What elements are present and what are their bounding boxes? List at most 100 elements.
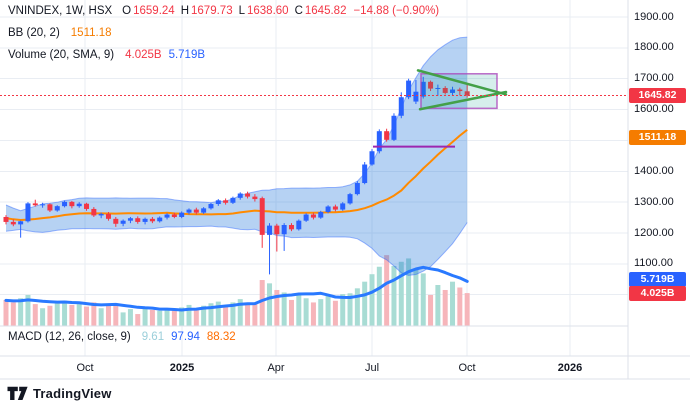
candle-body bbox=[135, 218, 141, 222]
volume-bar bbox=[428, 294, 434, 327]
volume-bar bbox=[369, 274, 375, 327]
volume-bar bbox=[464, 293, 470, 327]
bollinger-band-fill bbox=[6, 37, 468, 276]
time-axis-label: Jul bbox=[364, 362, 380, 374]
volume-bar bbox=[435, 285, 441, 327]
volume-bar bbox=[442, 289, 448, 327]
volume-sma-value: 5.719B bbox=[168, 49, 206, 61]
candle-body bbox=[420, 81, 426, 97]
volume-bar bbox=[332, 300, 338, 327]
volume-bar bbox=[325, 295, 331, 327]
volume-bar bbox=[62, 300, 68, 327]
candle-body bbox=[391, 115, 397, 140]
volume-bar bbox=[413, 268, 419, 327]
candle-body bbox=[105, 213, 111, 219]
volume-bar bbox=[450, 281, 456, 327]
bb-value: 1511.18 bbox=[70, 27, 112, 39]
volume-bar bbox=[25, 294, 31, 327]
volume-bar bbox=[310, 302, 316, 327]
volume-bar bbox=[223, 304, 229, 327]
candle-body bbox=[157, 217, 163, 222]
volume-bar bbox=[347, 293, 353, 327]
tradingview-mark-icon bbox=[7, 386, 28, 400]
rectangle-drawing[interactable] bbox=[420, 73, 498, 110]
candle-body bbox=[215, 200, 221, 205]
symbol-title: VNINDEX, 1W, HSX bbox=[8, 5, 113, 17]
volume-indicator-legend[interactable]: Volume (20, SMA, 9) 4.025B 5.719B bbox=[8, 48, 205, 63]
candle-body bbox=[354, 183, 360, 195]
candle-body bbox=[413, 91, 419, 102]
candle-body bbox=[303, 214, 309, 221]
volume-bar bbox=[281, 292, 287, 327]
volume-bar bbox=[179, 307, 185, 327]
volume-value: 4.025B bbox=[125, 49, 162, 61]
candle-body bbox=[310, 214, 316, 218]
change-value: −14.88 (−0.90%) bbox=[353, 5, 440, 17]
candle-body bbox=[3, 216, 9, 222]
candle-body bbox=[325, 206, 331, 213]
candle-body bbox=[376, 131, 382, 152]
macd-line-value: 97.94 bbox=[171, 331, 200, 343]
volume-badge: 4.025B bbox=[629, 285, 686, 301]
volume-bar bbox=[362, 281, 368, 327]
candle-body bbox=[25, 203, 31, 222]
volume-bar bbox=[113, 303, 119, 327]
volume-bar bbox=[76, 304, 82, 327]
volume-bar bbox=[230, 302, 236, 327]
volume-bar bbox=[84, 306, 90, 327]
bb-indicator-legend[interactable]: BB (20, 2) 1511.18 bbox=[8, 26, 112, 41]
candle-body bbox=[18, 221, 24, 225]
volume-bar bbox=[267, 283, 273, 327]
candle-body bbox=[10, 221, 16, 225]
volume-bar bbox=[245, 303, 251, 327]
volume-bar bbox=[69, 304, 75, 327]
candle-body bbox=[362, 164, 368, 184]
trendline-lower[interactable] bbox=[418, 90, 508, 111]
volume-bar bbox=[127, 309, 133, 327]
main-series-legend[interactable]: VNINDEX, 1W, HSX O 1659.24 H 1679.73 L 1638.60… bbox=[8, 4, 439, 19]
time-axis-label: 2025 bbox=[169, 362, 195, 374]
volume-bar bbox=[40, 308, 46, 327]
volume-label: Volume (20, SMA, 9) bbox=[8, 49, 115, 61]
candle-body bbox=[230, 197, 236, 203]
candle-body bbox=[369, 151, 375, 165]
candle-body bbox=[252, 196, 258, 200]
volume-bar bbox=[398, 261, 404, 327]
candle-body bbox=[69, 201, 75, 207]
candle-body bbox=[40, 204, 46, 206]
candle-body bbox=[245, 193, 251, 197]
macd-hist-value: 9.61 bbox=[141, 331, 165, 343]
candle-body bbox=[171, 214, 177, 217]
time-axis-label: Apr bbox=[267, 362, 285, 374]
volume-bar bbox=[296, 294, 302, 327]
volume-bar bbox=[105, 305, 111, 327]
candle-body bbox=[450, 89, 456, 93]
volume-bar bbox=[98, 308, 104, 327]
volume-bar bbox=[186, 304, 192, 327]
candle-body bbox=[347, 194, 353, 204]
candle-body bbox=[457, 89, 463, 92]
volume-bar bbox=[10, 302, 16, 327]
volume-bar bbox=[3, 299, 9, 327]
time-axis-label: 2026 bbox=[557, 362, 583, 374]
volume-bar bbox=[47, 305, 53, 327]
candle-body bbox=[288, 225, 294, 230]
low-label: L bbox=[238, 5, 245, 17]
macd-indicator-legend[interactable]: MACD (12, 26, close, 9) 9.61 97.94 88.32 bbox=[8, 330, 236, 345]
candle-body bbox=[267, 225, 273, 235]
volume-bar bbox=[91, 302, 97, 327]
candle-body bbox=[84, 203, 90, 209]
candle-body bbox=[428, 81, 434, 89]
volume-bar bbox=[208, 303, 214, 327]
volume-bar bbox=[318, 299, 324, 327]
price-axis-label: 1300.00 bbox=[634, 195, 674, 208]
volume-bar bbox=[237, 299, 243, 327]
candle-body bbox=[296, 220, 302, 230]
trendline-upper[interactable] bbox=[416, 69, 508, 96]
volume-bar bbox=[142, 308, 148, 327]
tradingview-logo[interactable]: TradingView bbox=[7, 386, 112, 401]
close-value: 1645.82 bbox=[304, 5, 347, 17]
volume-bar bbox=[340, 294, 346, 327]
volume-bar bbox=[193, 308, 199, 327]
